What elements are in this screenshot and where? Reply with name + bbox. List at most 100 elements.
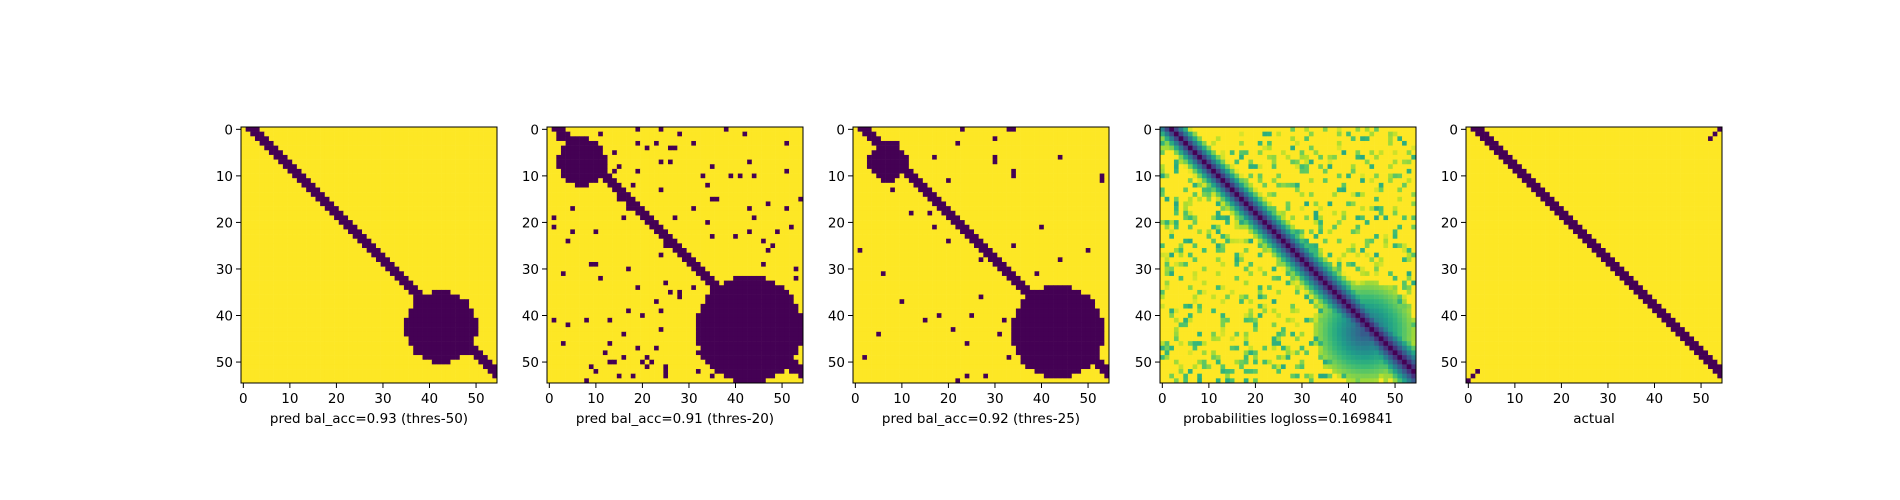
heatmap-cell	[574, 127, 580, 132]
heatmap-cell	[588, 243, 594, 249]
heatmap-cell	[483, 345, 488, 351]
heatmap-cell	[375, 266, 381, 272]
heatmap-cell	[487, 182, 493, 188]
heatmap-cell	[700, 145, 706, 151]
heatmap-cell	[733, 127, 739, 132]
heatmap-cell	[380, 159, 386, 165]
heatmap-cell	[473, 313, 479, 319]
heatmap-cell	[413, 220, 419, 226]
heatmap-cell	[798, 145, 804, 151]
heatmap-cell	[250, 378, 256, 384]
heatmap-cell	[301, 350, 307, 356]
heatmap-cell	[320, 266, 326, 272]
heatmap-cell	[385, 294, 391, 300]
heatmap-cell	[380, 303, 386, 309]
heatmap-cell	[556, 173, 562, 179]
heatmap-cell	[241, 182, 246, 188]
heatmap-cell	[681, 206, 687, 212]
heatmap-cell	[343, 178, 349, 184]
heatmap-cell	[287, 369, 293, 374]
heatmap-cell	[714, 150, 720, 156]
heatmap-cell	[487, 220, 493, 226]
heatmap-cell	[565, 164, 571, 170]
heatmap-cell	[343, 252, 349, 258]
heatmap-cell	[450, 257, 456, 263]
heatmap-cell	[492, 187, 498, 193]
heatmap-cell	[259, 154, 265, 160]
heatmap-cell	[366, 229, 372, 235]
heatmap-cell	[565, 224, 571, 230]
heatmap-cell	[765, 159, 771, 165]
heatmap-cell	[352, 364, 358, 370]
heatmap-cell	[445, 257, 451, 263]
heatmap-cell	[441, 159, 447, 165]
heatmap-cell	[686, 187, 692, 193]
heatmap-cell	[320, 285, 326, 291]
heatmap-cell	[422, 322, 428, 328]
heatmap-cell	[483, 234, 488, 240]
heatmap-cell	[574, 289, 580, 295]
heatmap-cell	[348, 252, 354, 258]
heatmap-cell	[296, 150, 302, 156]
heatmap-cell	[254, 280, 260, 286]
heatmap-cell	[385, 168, 391, 174]
heatmap-cell	[644, 243, 650, 249]
heatmap-cell	[700, 215, 706, 221]
heatmap-cell	[616, 261, 622, 267]
heatmap-cell	[658, 238, 664, 244]
heatmap-cell	[551, 215, 557, 221]
heatmap-cell	[441, 168, 447, 174]
heatmap-cell	[241, 164, 246, 170]
heatmap-cell	[770, 238, 776, 244]
heatmap-cell	[417, 224, 423, 230]
heatmap-cell	[273, 327, 279, 333]
heatmap-cell	[408, 168, 414, 174]
heatmap-cell	[733, 131, 739, 137]
heatmap-cell	[459, 145, 465, 151]
heatmap-cell	[705, 131, 711, 137]
heatmap-cell	[310, 173, 316, 179]
heatmap-cell	[668, 201, 673, 207]
heatmap-cell	[681, 140, 687, 146]
heatmap-cell	[487, 192, 493, 198]
heatmap-cell	[352, 178, 358, 184]
heatmap-cell	[560, 136, 566, 142]
heatmap-cell	[612, 248, 618, 253]
heatmap-cell	[719, 145, 725, 151]
heatmap-cell	[681, 136, 687, 142]
heatmap-cell	[640, 164, 646, 170]
heatmap-cell	[784, 131, 790, 137]
heatmap-cell	[765, 248, 771, 253]
heatmap-cell	[352, 201, 358, 207]
heatmap-cell	[445, 308, 451, 314]
heatmap-cell	[654, 257, 660, 263]
heatmap-cell	[487, 373, 493, 379]
heatmap-cell	[691, 173, 697, 179]
heatmap-cell	[487, 345, 493, 351]
heatmap-cell	[574, 252, 580, 258]
heatmap-cell	[394, 345, 400, 351]
heatmap-cell	[324, 201, 330, 207]
heatmap-cell	[413, 229, 419, 235]
heatmap-cell	[273, 299, 279, 305]
heatmap-cell	[487, 261, 493, 267]
heatmap-cell	[644, 252, 650, 258]
heatmap-cell	[551, 150, 557, 156]
heatmap-cell	[649, 248, 655, 253]
heatmap-cell	[394, 266, 400, 272]
heatmap-cell	[427, 257, 433, 263]
heatmap-cell	[310, 192, 316, 198]
heatmap-cell	[264, 168, 270, 174]
heatmap-cell	[672, 187, 678, 193]
heatmap-cell	[681, 229, 687, 235]
heatmap-cell	[366, 299, 372, 305]
heatmap-cell	[492, 257, 498, 263]
heatmap-cell	[413, 261, 419, 267]
heatmap-cell	[413, 145, 419, 151]
heatmap-cell	[417, 289, 423, 295]
heatmap-cell	[728, 252, 734, 258]
heatmap-cell	[310, 289, 316, 295]
heatmap-cell	[352, 331, 358, 337]
heatmap-cell	[450, 229, 456, 235]
heatmap-cell	[798, 285, 804, 291]
